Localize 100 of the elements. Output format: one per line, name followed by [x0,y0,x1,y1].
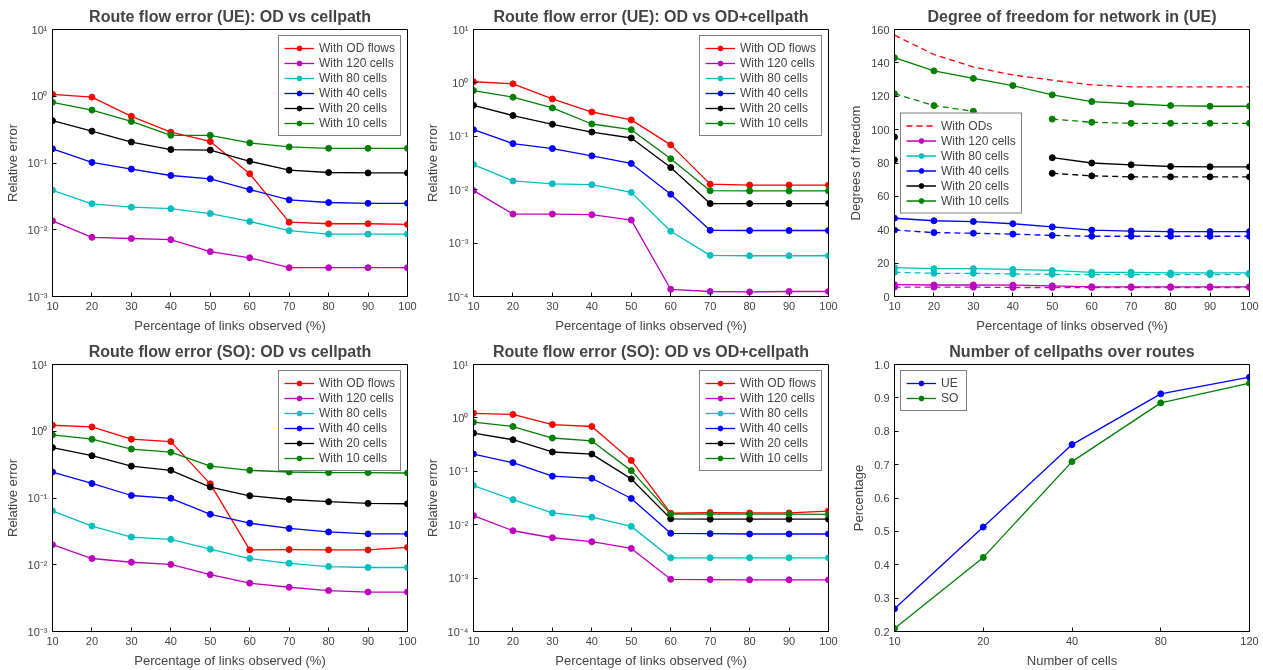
y-tick-label: 10⁰ [31,425,48,438]
legend-label: With OD flows [318,41,395,55]
y-tick-label: 10¹ [452,23,469,36]
legend-label: With 20 cells [318,436,388,450]
chart-title: Route flow error (SO): OD vs OD+cellpath [492,342,810,360]
y-tick-label: 0 [883,290,890,303]
y-tick-label: 10⁻³ [27,290,48,303]
legend-label: With 10 cells [318,451,388,465]
x-tick-label: 80 [322,299,335,312]
x-tick-label: 20 [927,299,941,312]
y-tick-label: 100 [871,123,890,136]
x-tick-label: 10 [888,634,901,647]
x-tick-label: 100 [819,299,838,312]
legend-label: SO [941,391,960,405]
legend-label: UE [941,376,959,390]
x-tick-label: 50 [204,299,217,312]
legend-label: With 40 cells [318,86,388,100]
x-tick-label: 40 [585,634,598,647]
y-tick-label: 0.5 [874,525,890,538]
y-tick-label: 10⁻¹ [448,130,469,143]
chart-title: Route flow error (UE): OD vs cellpath [89,7,371,25]
x-axis-title: Percentage of links observed (%) [134,317,326,333]
legend-label: With 120 cells [318,56,394,70]
legend-label: With 80 cells [318,71,388,85]
legend-label: With 80 cells [318,406,388,420]
x-tick-label: 100 [398,299,417,312]
legend-label: With OD flows [318,376,395,390]
y-tick-label: 10⁰ [452,76,469,89]
y-tick-label: 140 [871,56,890,69]
legend-label: With 40 cells [941,163,1010,177]
x-axis-title: Percentage of links observed (%) [555,317,747,333]
y-tick-label: 10⁰ [31,90,48,103]
x-tick-label: 70 [283,634,296,647]
x-tick-label: 80 [1164,299,1177,312]
legend-label: With OD flows [739,41,816,55]
x-tick-label: 70 [1125,299,1138,312]
y-tick-label: 10⁻² [448,183,469,196]
x-tick-label: 20 [85,299,99,312]
x-tick-label: 60 [1085,299,1098,312]
x-tick-label: 90 [782,634,796,647]
legend-label: With 20 cells [739,101,809,115]
y-tick-label: 10⁻⁴ [447,290,469,303]
legend-label: With 20 cells [739,436,809,450]
legend-label: With 10 cells [739,116,809,130]
x-tick-label: 100 [398,634,417,647]
legend-label: With 10 cells [318,116,388,130]
x-tick-label: 40 [164,634,177,647]
x-tick-label: 30 [125,299,138,312]
y-tick-label: 0.3 [874,592,890,605]
y-tick-label: 10⁻¹ [448,465,469,478]
x-tick-label: 60 [243,634,256,647]
legend-label: With 80 cells [739,71,809,85]
y-tick-label: 10¹ [452,358,469,371]
x-tick-label: 70 [704,299,717,312]
x-tick-label: 90 [782,299,796,312]
legend-label: With 40 cells [318,421,388,435]
legend-label: With 80 cells [941,148,1010,162]
legend-label: With 10 cells [739,451,809,465]
x-tick-label: 60 [664,299,677,312]
x-tick-label: 100 [1240,299,1259,312]
y-axis-title: Percentage [851,464,867,532]
x-tick-label: 20 [506,634,520,647]
y-tick-label: 10⁻¹ [27,157,48,169]
x-tick-label: 80 [743,299,756,312]
x-tick-label: 10 [467,634,480,647]
y-tick-label: 10⁻³ [448,572,469,585]
y-tick-label: 0.4 [874,558,890,571]
y-tick-label: 0.2 [874,625,890,638]
x-tick-label: 50 [204,634,217,647]
legend-label: With 10 cells [941,193,1010,207]
x-tick-label: 90 [361,634,375,647]
x-tick-label: 80 [1154,634,1167,647]
x-tick-label: 40 [585,299,598,312]
legend-label: With 120 cells [739,56,815,70]
chart-title: Degree of freedom for network in (UE) [927,7,1217,25]
legend-label: With ODs [941,118,993,132]
y-tick-label: 10⁻² [27,558,48,571]
legend-label: With 20 cells [941,178,1010,192]
legend-label: With 120 cells [318,391,394,405]
y-tick-label: 160 [871,23,890,36]
y-tick-label: 40 [877,223,890,236]
x-tick-label: 10 [888,299,901,312]
x-tick-label: 40 [164,299,177,312]
y-tick-label: 10¹ [31,23,48,36]
x-tick-label: 50 [625,634,638,647]
y-tick-label: 10⁰ [452,411,469,424]
y-tick-label: 80 [877,157,890,169]
y-axis-title: Relative error [4,458,20,538]
x-tick-label: 40 [1006,299,1019,312]
x-tick-label: 60 [664,634,677,647]
x-tick-label: 20 [506,299,520,312]
legend-label: With 120 cells [941,133,1016,147]
x-tick-label: 20 [85,634,99,647]
x-tick-label: 50 [1046,299,1059,312]
y-tick-label: 10⁻¹ [27,492,48,504]
legend-label: With 40 cells [739,421,809,435]
y-axis-title: Relative error [424,458,440,538]
x-tick-label: 40 [1065,634,1079,647]
chart-title: Route flow error (SO): OD vs cellpath [88,342,372,360]
legend-label: With 120 cells [739,391,815,405]
